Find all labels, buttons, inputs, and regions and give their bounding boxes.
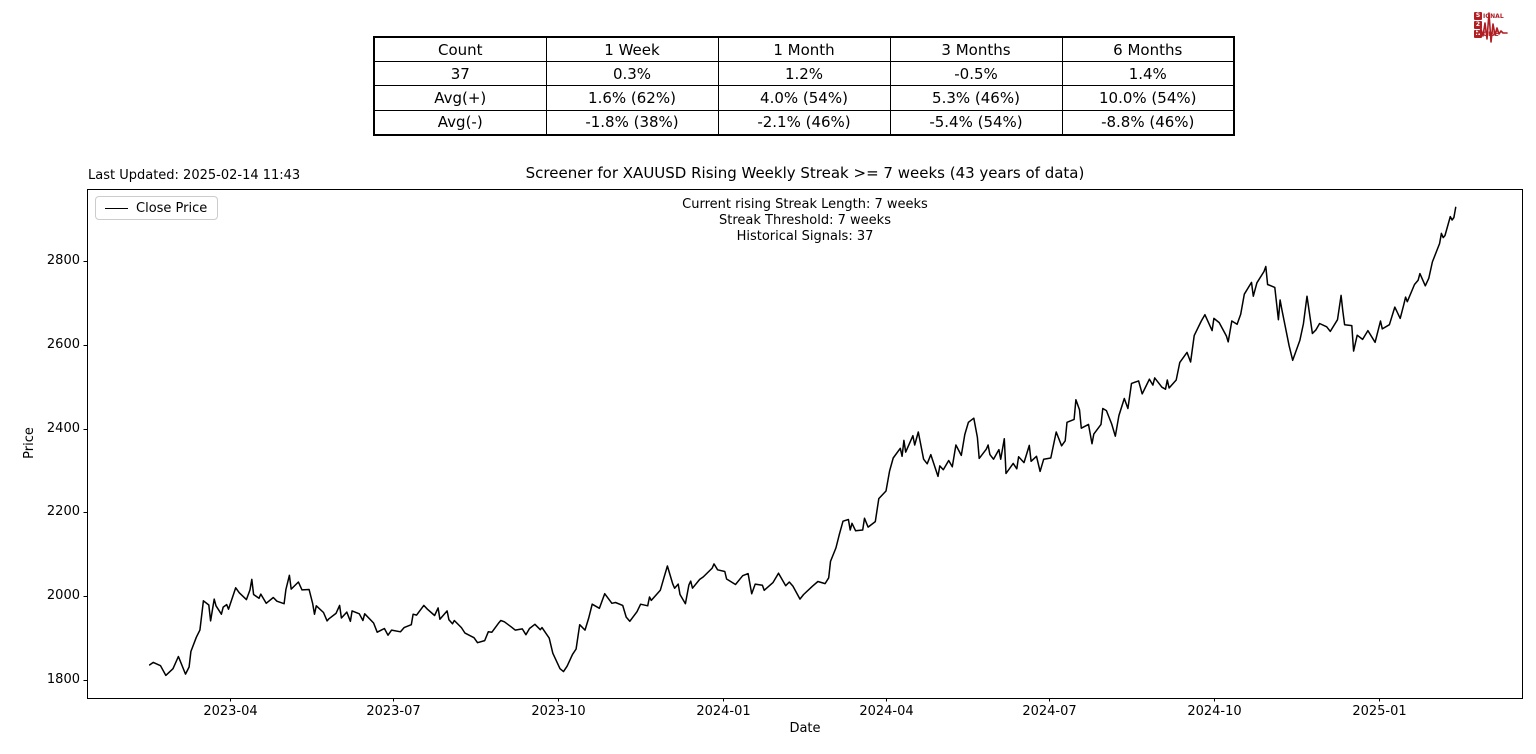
logo-letter-box: S [1474, 12, 1482, 20]
table-row-cell: Avg(+) [373, 85, 547, 111]
table-row-cell: -1.8% (38%) [545, 109, 719, 136]
table-row: Avg(+) 1.6% (62%) 4.0% (54%) 5.3% (46%) 10.0… [373, 85, 1235, 111]
logo-text-row: S IGNAL [1474, 12, 1504, 20]
logo-text-row: 2 [1474, 21, 1504, 29]
table-row-cell: -5.4% (54%) [889, 109, 1063, 136]
y-tick-label: 2600 [46, 336, 80, 352]
close-price-line [148, 206, 1457, 677]
table-row-cell: 1.6% (62%) [545, 85, 719, 111]
logo-letter-rest: IGNAL [1483, 12, 1504, 20]
plot-border [87, 189, 1523, 699]
table-row-cell: Avg(-) [373, 109, 547, 136]
x-axis-label: Date [789, 721, 821, 736]
x-tick-label: 2024-07 [1022, 704, 1077, 719]
annotation-historical-signals: Historical Signals: 37 [736, 229, 874, 244]
chart-title: Screener for XAUUSD Rising Weekly Streak… [525, 164, 1085, 182]
x-tick-label: 2024-10 [1187, 704, 1242, 719]
table-row-cell: -2.1% (46%) [717, 109, 891, 136]
signal2noise-logo: S IGNAL 2 N OISE [1474, 2, 1536, 48]
table-row: Avg(-) -1.8% (38%) -2.1% (46%) -5.4% (54%) -… [373, 109, 1235, 136]
legend-label: Close Price [136, 200, 208, 216]
waveform-icon [1474, 12, 1508, 43]
legend-line-swatch [105, 207, 128, 209]
y-tick-label: 1800 [46, 671, 80, 687]
table-row: 37 0.3% 1.2% -0.5% 1.4% [373, 61, 1235, 87]
x-tick-label: 2023-10 [531, 704, 586, 719]
y-tick-label: 2000 [46, 588, 80, 604]
x-tick-label: 2023-04 [203, 704, 258, 719]
x-tick-label: 2024-01 [696, 704, 751, 719]
table-row-cell: 1.2% [717, 61, 891, 87]
table-header-row: Count 1 Week 1 Month 3 Months 6 Months [373, 36, 1235, 63]
table-row-cell: -0.5% [889, 61, 1063, 87]
y-tick-label: 2200 [46, 504, 80, 520]
annotation-streak-length: Current rising Streak Length: 7 weeks [682, 197, 928, 212]
table-row-cell: 10.0% (54%) [1061, 85, 1235, 111]
x-tick-label: 2023-07 [366, 704, 421, 719]
table-row-cell: 5.3% (46%) [889, 85, 1063, 111]
legend: Close Price [95, 196, 219, 220]
x-tick-label: 2024-04 [859, 704, 914, 719]
table-row-cell: 4.0% (54%) [717, 85, 891, 111]
stats-table: Count 1 Week 1 Month 3 Months 6 Months 37 0.3%… [373, 36, 1235, 136]
logo-letter-box: 2 [1474, 21, 1482, 29]
table-row-cell: -8.8% (46%) [1061, 109, 1235, 136]
table-header-row-cell: 1 Week [545, 36, 719, 63]
y-tick-label: 2800 [46, 253, 80, 269]
last-updated-text: Last Updated: 2025-02-14 11:43 [88, 168, 301, 183]
x-tick-label: 2025-01 [1352, 704, 1407, 719]
annotation-streak-threshold: Streak Threshold: 7 weeks [719, 213, 891, 228]
y-tick-label: 2400 [46, 420, 80, 436]
